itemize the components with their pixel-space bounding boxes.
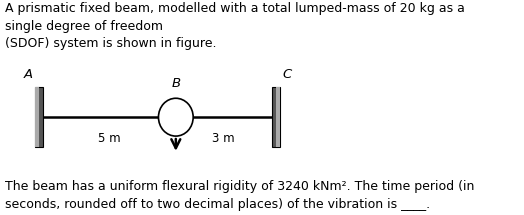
Text: A prismatic fixed beam, modelled with a total lumped-mass of 20 kg as a
single d: A prismatic fixed beam, modelled with a … — [5, 2, 464, 50]
Bar — [276, 87, 280, 147]
Text: 5 m: 5 m — [99, 132, 121, 145]
Text: m: m — [170, 112, 181, 122]
Bar — [35, 87, 43, 147]
Text: A: A — [24, 68, 33, 81]
Text: 3 m: 3 m — [212, 132, 235, 145]
Text: B: B — [171, 77, 180, 90]
Bar — [272, 87, 280, 147]
Ellipse shape — [158, 98, 193, 136]
Bar — [35, 87, 39, 147]
Text: C: C — [282, 68, 291, 81]
Text: The beam has a uniform flexural rigidity of 3240 kNm². The time period (in
secon: The beam has a uniform flexural rigidity… — [5, 180, 474, 211]
